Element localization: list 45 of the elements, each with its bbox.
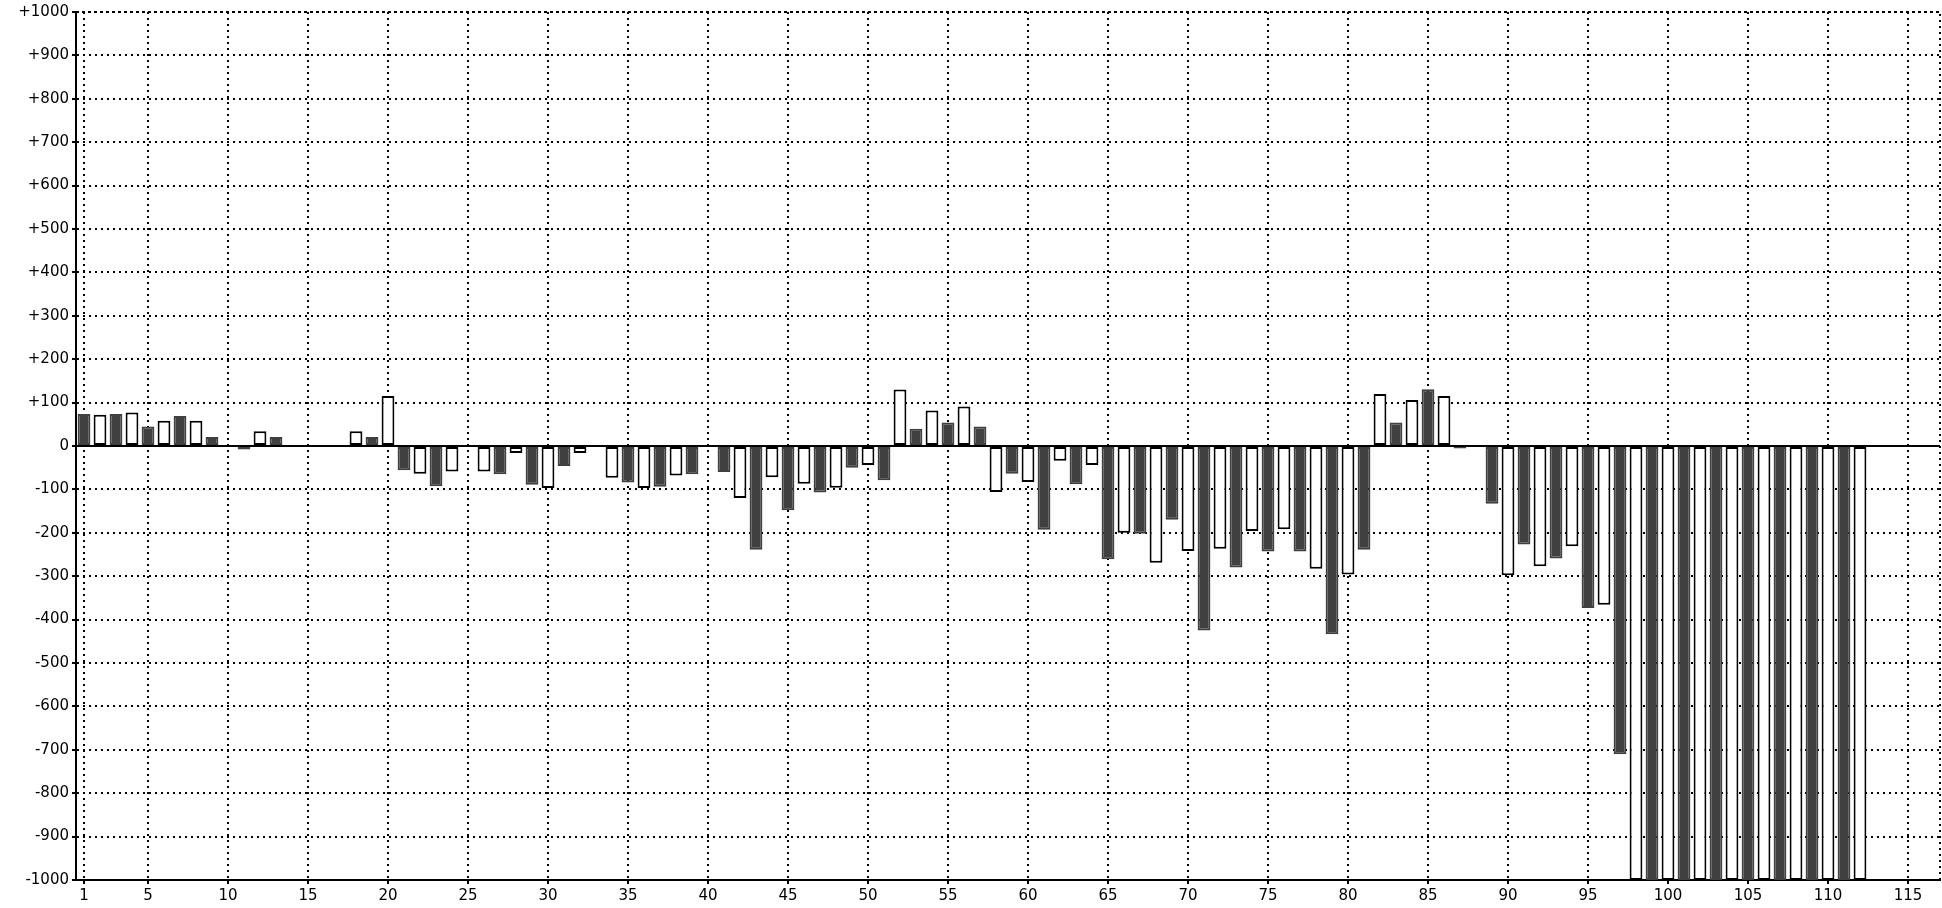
y-tick-label: +600 [27, 175, 69, 194]
x-tick-label: 105 [1733, 885, 1763, 904]
y-tick-label: +500 [27, 218, 69, 237]
x-tick-label: 70 [1178, 885, 1198, 904]
x-tick-label: 15 [298, 885, 318, 904]
x-tick-label: 100 [1653, 885, 1683, 904]
x-tick-label: 75 [1258, 885, 1278, 904]
x-tick-label: 55 [938, 885, 958, 904]
y-tick-label: +800 [27, 88, 69, 107]
x-tick-label: 90 [1498, 885, 1518, 904]
y-tick-label: -1000 [25, 869, 69, 888]
x-tick-label: 1 [79, 885, 89, 904]
y-tick-label: -500 [34, 652, 69, 671]
x-tick-label: 85 [1418, 885, 1438, 904]
x-tick-label: 5 [143, 885, 153, 904]
x-tick-label: 95 [1578, 885, 1598, 904]
x-tick-label: 80 [1338, 885, 1358, 904]
y-tick-label: +400 [27, 262, 69, 281]
x-tick-label: 10 [218, 885, 238, 904]
x-tick-label: 45 [778, 885, 798, 904]
y-tick-label: -600 [34, 696, 69, 715]
x-tick-label: 20 [378, 885, 398, 904]
y-tick-label: -200 [34, 522, 69, 541]
x-tick-label: 60 [1018, 885, 1038, 904]
x-tick-label: 40 [698, 885, 718, 904]
x-tick-label: 65 [1098, 885, 1118, 904]
y-tick-label: 0 [59, 435, 69, 454]
y-tick-label: -100 [34, 479, 69, 498]
y-tick-label: -900 [34, 826, 69, 845]
x-tick-label: 115 [1893, 885, 1923, 904]
x-tick-label: 25 [458, 885, 478, 904]
y-tick-label: +200 [27, 349, 69, 368]
x-tick-label: 110 [1813, 885, 1843, 904]
y-tick-label: -400 [34, 609, 69, 628]
y-tick-label: +900 [27, 45, 69, 64]
y-tick-label: -700 [34, 739, 69, 758]
y-tick-label: -800 [34, 783, 69, 802]
x-tick-label: 50 [858, 885, 878, 904]
y-tick-label: +1000 [18, 1, 69, 20]
y-tick-label: -300 [34, 566, 69, 585]
y-tick-label: +700 [27, 132, 69, 151]
y-tick-label: +300 [27, 305, 69, 324]
y-tick-label: +100 [27, 392, 69, 411]
x-tick-label: 35 [618, 885, 638, 904]
x-tick-label: 30 [538, 885, 558, 904]
